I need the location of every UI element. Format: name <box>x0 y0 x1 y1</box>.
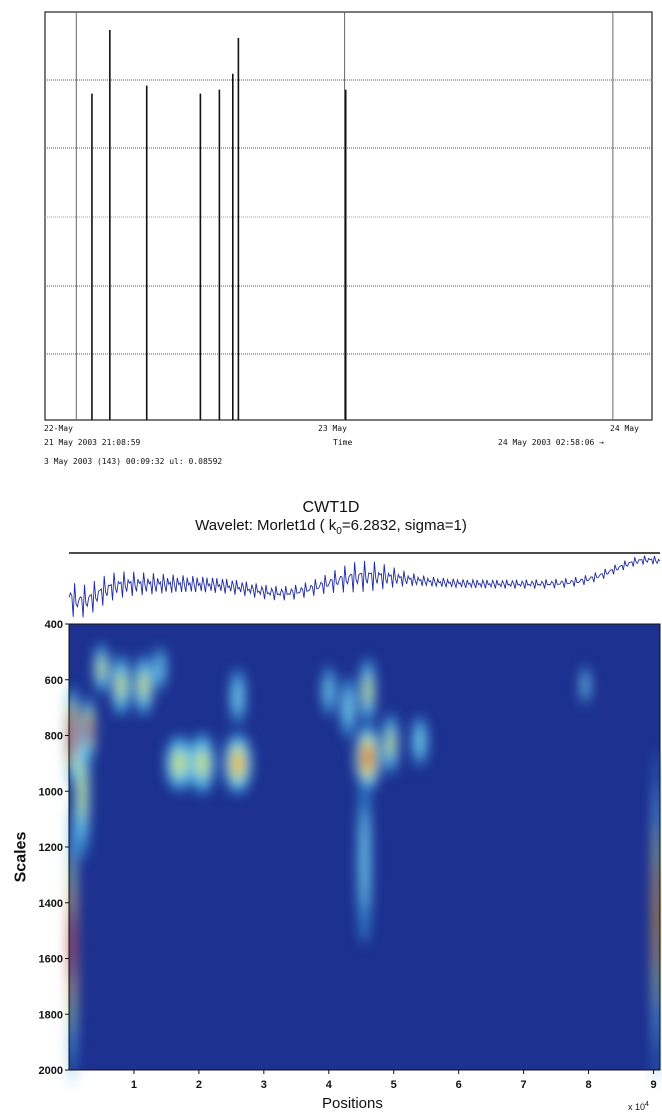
x-tick-label: 3 <box>261 1079 267 1091</box>
scalogram-hotspot <box>69 723 76 748</box>
y-tick-label: 1000 <box>39 786 63 798</box>
x-axis-multiplier: x 104 <box>628 1101 649 1112</box>
cwt-subtitle-suffix: =6.2832, sigma=1) <box>341 517 467 534</box>
cwt-subtitle-sub: 0 <box>336 526 342 537</box>
scalogram-hotspot <box>233 679 243 714</box>
scalogram-hotspot <box>116 672 126 699</box>
y-tick-label: 2000 <box>39 1065 63 1077</box>
scalogram-hotspot <box>139 672 148 699</box>
x-tick-label: 5 <box>391 1079 397 1091</box>
cursor-readout: 3 May 2003 (143) 00:09:32 ul: 0.08592 <box>44 457 223 466</box>
y-axis-title-scales: Scales <box>12 831 30 883</box>
x-tick-label: 9 <box>650 1079 656 1091</box>
scalogram-panel <box>65 623 661 1084</box>
scalogram-hotspot <box>69 906 76 983</box>
x-axis-multiplier-exp: 4 <box>645 1101 649 1108</box>
scalogram-hotspot <box>387 730 394 758</box>
x-tick-label: 2 <box>196 1079 202 1091</box>
y-tick-label: 1600 <box>39 954 63 966</box>
x-tick-label: 4 <box>326 1079 333 1091</box>
x-tick-label: 1 <box>131 1079 137 1091</box>
range-start-label: 21 May 2003 21:08:59 <box>44 438 141 447</box>
scalogram-hotspot <box>78 761 86 822</box>
y-tick-label: 800 <box>45 731 63 743</box>
cwt-title: CWT1D <box>302 499 360 516</box>
scalogram-axes: 400 600 800 1000 1200 1400 1600 1800 2000 1 2 3 4 5 6 7… <box>39 619 657 1091</box>
y-tick-label: 1800 <box>39 1009 63 1021</box>
x-tick-label-22-may: 22-May <box>44 424 73 433</box>
event-timeline-chart <box>44 11 653 421</box>
scalogram-hotspot <box>343 689 353 727</box>
x-axis-multiplier-base: x 10 <box>628 1102 646 1112</box>
scalogram-hotspot <box>415 726 425 757</box>
x-tick-label: 7 <box>521 1079 527 1091</box>
cwt-subtitle-prefix: Wavelet: Morlet1d ( k <box>195 517 337 534</box>
scalogram-hotspot <box>156 655 164 682</box>
signal-panel <box>68 552 661 618</box>
scalogram-hotspot <box>196 750 208 777</box>
x-axis-title-time: Time <box>333 438 353 447</box>
y-tick-label: 600 <box>45 675 63 687</box>
y-tick-label: 1200 <box>39 842 63 854</box>
scalogram-hotspot <box>173 751 186 776</box>
range-end-label: 24 May 2003 02:58:06 → <box>498 438 604 447</box>
x-axis-title-positions: Positions <box>322 1095 383 1112</box>
scalogram-hotspot <box>233 753 243 774</box>
event-plot-gridlines <box>45 12 652 420</box>
x-tick-label-23-may: 23 May <box>318 424 347 433</box>
event-plot-spikes <box>91 29 347 420</box>
cwt-subtitle: Wavelet: Morlet1d ( k0=6.2832, sigma=1) <box>0 517 662 537</box>
y-tick-label: 400 <box>45 619 63 631</box>
scalogram-hotspots <box>65 643 660 1084</box>
scalogram-hotspot <box>582 673 589 698</box>
scalogram-hotspot <box>85 720 92 740</box>
scalogram-hotspot <box>364 748 372 767</box>
scalogram-hotspot <box>653 860 660 973</box>
x-tick-label: 6 <box>456 1079 462 1091</box>
scalogram-hotspot <box>98 657 105 680</box>
scalogram-hotspot <box>324 675 333 706</box>
signal-waveform <box>68 555 661 618</box>
scalogram-hotspot <box>360 810 369 912</box>
y-tick-label: 1400 <box>39 898 63 910</box>
x-tick-label-24-may: 24 May <box>610 424 639 433</box>
scalogram-hotspot <box>364 676 372 706</box>
x-tick-label: 8 <box>585 1079 591 1091</box>
